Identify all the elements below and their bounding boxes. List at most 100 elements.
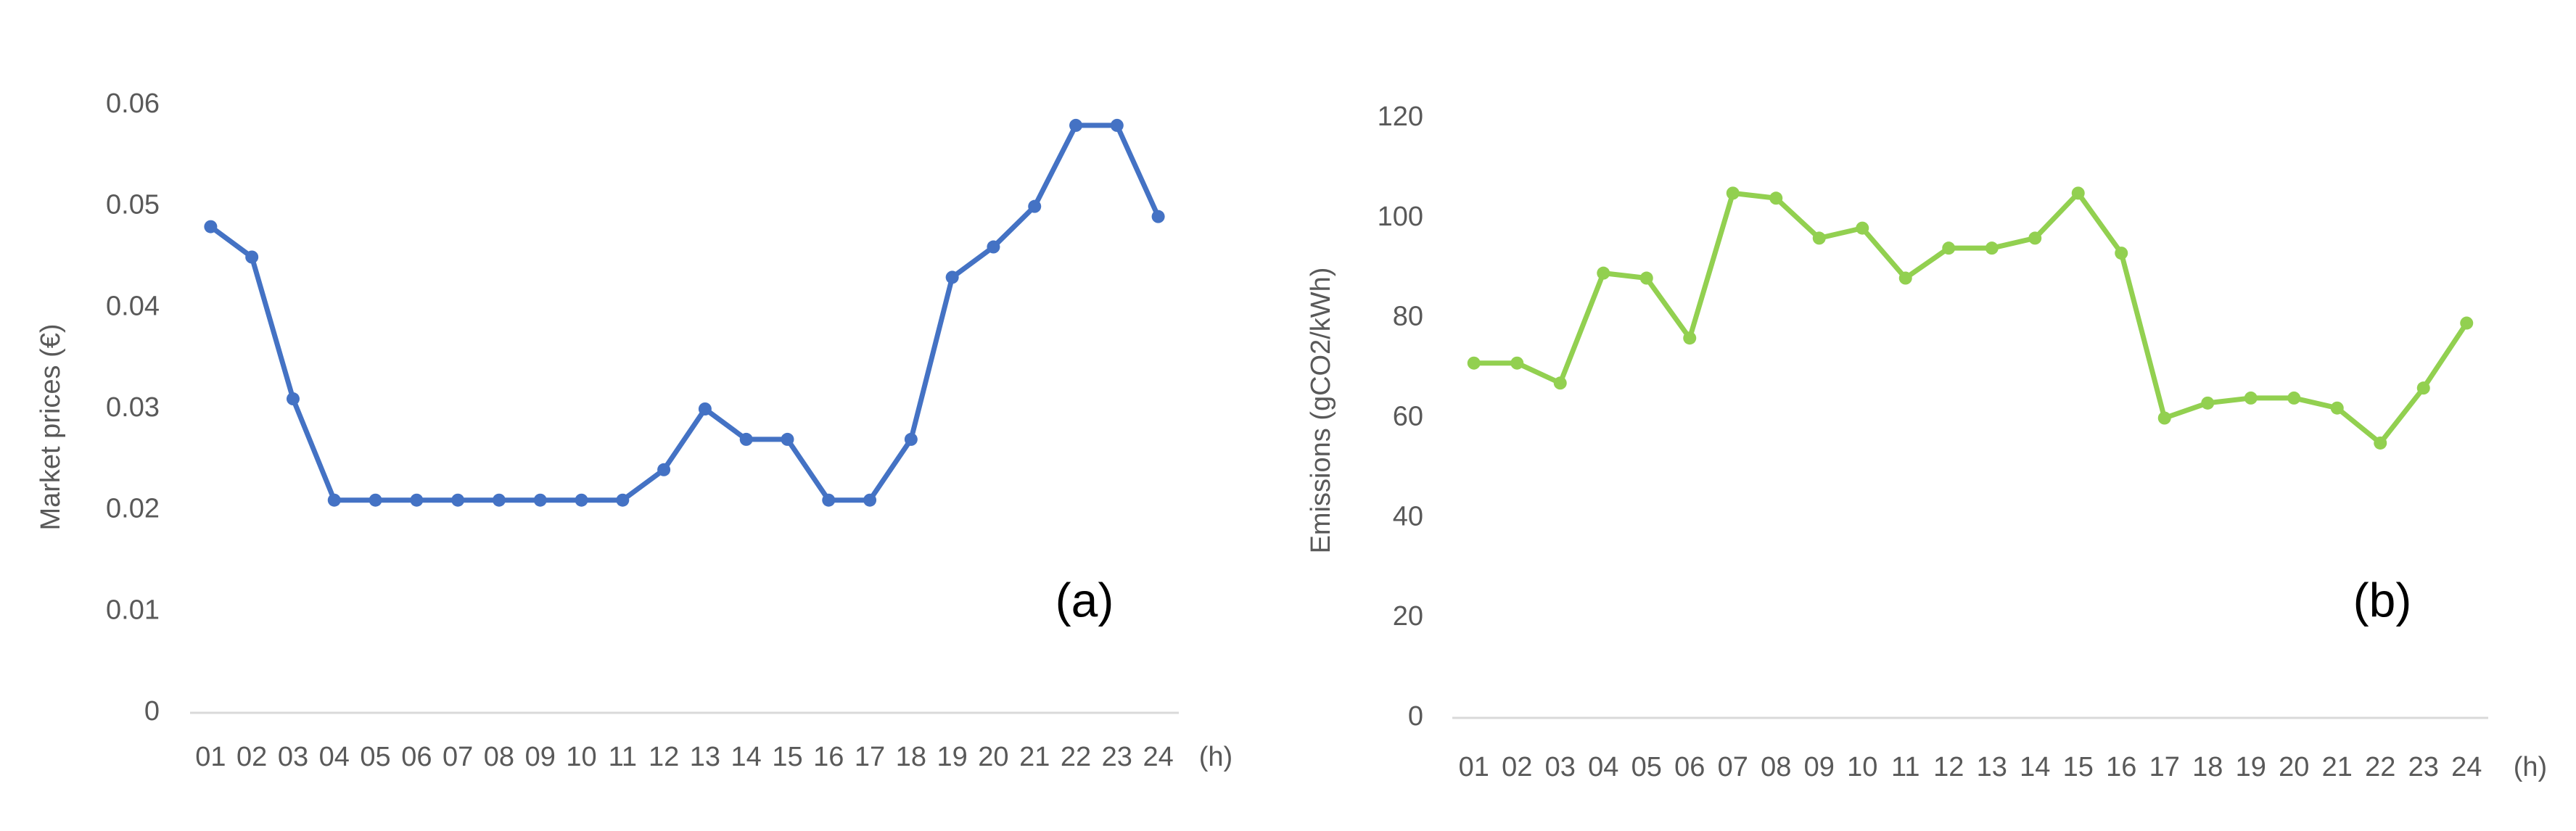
data-point (1812, 231, 1826, 245)
y-axis-title: Market prices (€) (36, 323, 66, 530)
x-tick-label: 24 (1143, 742, 1173, 772)
data-point (1985, 241, 1999, 255)
x-tick-label: 08 (484, 742, 514, 772)
x-tick-label: 22 (1061, 742, 1091, 772)
data-point (492, 493, 506, 507)
data-point (698, 402, 712, 416)
y-tick-label: 40 (1393, 501, 1423, 532)
data-point (2244, 391, 2258, 405)
x-tick-label: 05 (1631, 752, 1662, 782)
y-tick-label: 0 (144, 696, 160, 727)
data-point (2460, 316, 2474, 330)
x-tick-label: 02 (236, 742, 267, 772)
x-tick-label: 14 (2020, 752, 2050, 782)
data-point (1510, 356, 1524, 370)
data-point (451, 493, 465, 507)
x-tick-label: 15 (2063, 752, 2094, 782)
y-tick-label: 20 (1393, 601, 1423, 632)
data-point (327, 493, 341, 507)
data-point (1467, 356, 1481, 370)
data-point (1151, 210, 1165, 223)
data-point (904, 432, 918, 446)
x-tick-label: 06 (401, 742, 432, 772)
data-point (2071, 186, 2085, 200)
x-tick-label: 13 (690, 742, 720, 772)
x-tick-label: 19 (937, 742, 968, 772)
y-tick-label: 0.05 (106, 190, 160, 220)
x-tick-label: 20 (978, 742, 1008, 772)
data-point (2416, 381, 2430, 395)
data-point (204, 220, 218, 233)
x-tick-label: 16 (813, 742, 844, 772)
x-axis-unit: (h) (1199, 742, 1233, 772)
data-point (1069, 118, 1083, 132)
x-tick-label: 06 (1674, 752, 1705, 782)
x-tick-label: 03 (278, 742, 308, 772)
data-point (945, 270, 959, 284)
x-tick-label: 11 (1891, 752, 1919, 782)
y-tick-label: 0.01 (106, 595, 160, 625)
x-tick-label: 12 (1933, 752, 1964, 782)
data-point (533, 493, 547, 507)
data-point (1597, 266, 1610, 280)
x-tick-label: 18 (2192, 752, 2223, 782)
y-tick-label: 80 (1393, 302, 1423, 332)
x-tick-label: 03 (1545, 752, 1576, 782)
data-point (369, 493, 382, 507)
data-point (1110, 118, 1124, 132)
data-point (1028, 199, 1042, 213)
data-point (1856, 221, 1869, 235)
panel-label: (a) (1055, 573, 1114, 627)
data-point (1553, 376, 1567, 390)
y-tick-label: 0.06 (106, 88, 160, 119)
data-point (616, 493, 630, 507)
x-axis-unit: (h) (2514, 752, 2547, 782)
data-point (1769, 191, 1783, 205)
x-tick-label: 04 (319, 742, 350, 772)
data-point (1942, 241, 1956, 255)
series-line (209, 123, 1161, 503)
data-point (781, 432, 794, 446)
x-tick-label: 17 (2149, 752, 2180, 782)
x-tick-label: 23 (1102, 742, 1132, 772)
panel-label: (b) (2353, 573, 2412, 627)
x-tick-label: 09 (525, 742, 556, 772)
x-tick-label: 04 (1588, 752, 1618, 782)
x-tick-label: 21 (1019, 742, 1050, 772)
data-point (2330, 401, 2344, 415)
data-point (987, 240, 1000, 254)
data-point (657, 463, 671, 476)
data-point (2201, 396, 2215, 410)
x-tick-label: 18 (896, 742, 926, 772)
data-point (2028, 231, 2042, 245)
data-point (1898, 271, 1912, 285)
x-tick-label: 17 (855, 742, 885, 772)
x-tick-label: 02 (1502, 752, 1532, 782)
x-tick-label: 08 (1761, 752, 1791, 782)
x-tick-label: 01 (195, 742, 226, 772)
data-point (1726, 186, 1740, 200)
y-tick-label: 100 (1378, 202, 1423, 232)
x-tick-label: 10 (1847, 752, 1877, 782)
x-tick-label: 23 (2408, 752, 2439, 782)
x-tick-label: 22 (2365, 752, 2395, 782)
data-point (2374, 436, 2387, 450)
x-tick-label: 20 (2279, 752, 2309, 782)
x-tick-label: 13 (1977, 752, 2007, 782)
x-tick-label: 14 (731, 742, 762, 772)
data-point (410, 493, 424, 507)
data-point (245, 250, 259, 264)
data-point (822, 493, 836, 507)
data-point (2157, 411, 2171, 425)
y-tick-label: 120 (1378, 102, 1423, 132)
y-tick-label: 0.04 (106, 291, 160, 321)
data-point (1639, 271, 1653, 285)
x-tick-label: 10 (566, 742, 596, 772)
y-tick-label: 0.03 (106, 392, 160, 423)
data-point (1683, 331, 1697, 345)
x-tick-label: 12 (649, 742, 679, 772)
y-tick-label: 0 (1408, 701, 1423, 732)
data-point (863, 493, 877, 507)
x-tick-label: 19 (2236, 752, 2266, 782)
